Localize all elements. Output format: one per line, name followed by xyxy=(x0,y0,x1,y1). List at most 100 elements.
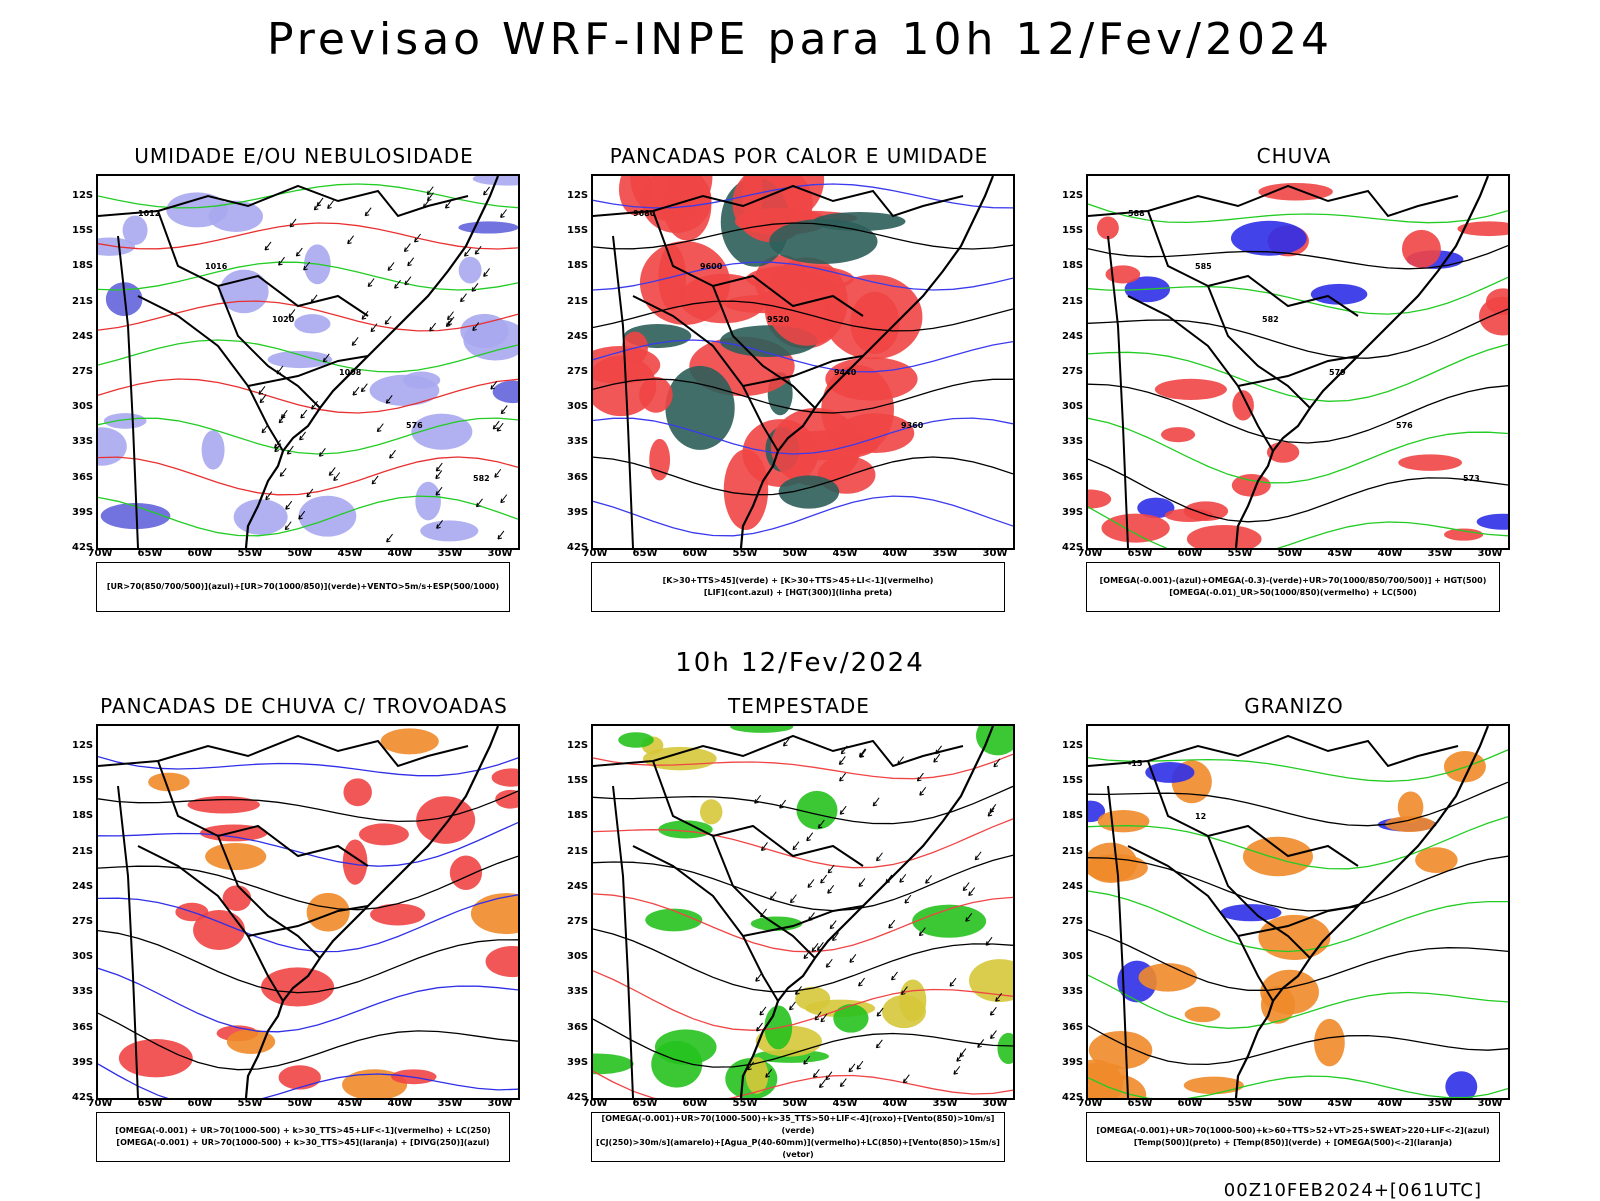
wind-vector xyxy=(904,894,912,904)
lon-tick-label: 60W xyxy=(187,548,213,559)
forecast-map xyxy=(96,724,520,1100)
wind-vector xyxy=(403,243,411,253)
lon-tick-label: 30W xyxy=(487,548,513,559)
wind-vector xyxy=(496,422,504,432)
lon-tick-label: 30W xyxy=(982,1098,1008,1109)
field-patch xyxy=(825,357,918,401)
political-border xyxy=(247,905,369,937)
wind-vector xyxy=(839,772,846,782)
panel-tempestade: TEMPESTADE 12S 15S 18S 21S 24S 27S 30S 33S 36S 39… xyxy=(553,694,1043,1184)
field-patch xyxy=(485,945,518,978)
wind-vector xyxy=(849,954,857,963)
lat-tick-label: 12S xyxy=(72,190,94,201)
wind-vector xyxy=(483,186,490,196)
contour-line xyxy=(98,894,518,953)
wind-vector xyxy=(367,278,375,287)
contour-line xyxy=(593,1018,1013,1068)
lat-tick-label: 21S xyxy=(72,845,94,857)
lat-tick-label: 21S xyxy=(1062,295,1084,307)
lat-tick-label: 27S xyxy=(567,916,589,927)
field-patch xyxy=(1184,1006,1221,1023)
wind-vector xyxy=(755,972,763,982)
wind-vector xyxy=(933,753,941,763)
wind-vector xyxy=(806,832,814,842)
field-patch xyxy=(294,314,331,334)
political-border xyxy=(1127,295,1274,452)
field-patch xyxy=(416,796,476,844)
wind-vector xyxy=(839,1078,847,1088)
field-patch xyxy=(593,1053,634,1075)
wind-vector xyxy=(347,235,355,245)
lat-tick-label: 18S xyxy=(72,810,94,822)
wind-vector xyxy=(918,927,926,937)
political-border xyxy=(157,210,369,317)
lon-tick-label: 70W xyxy=(87,1098,113,1109)
field-patch xyxy=(912,904,987,938)
wind-vector xyxy=(838,756,846,765)
contour-label: 576 xyxy=(406,421,423,430)
lon-tick-label: 60W xyxy=(1177,1098,1203,1109)
panel-title: PANCADAS DE CHUVA C/ TROVOADAS xyxy=(100,694,508,718)
valid-time-label: 10h 12/Fev/2024 xyxy=(675,648,925,678)
field-patch xyxy=(654,1029,717,1065)
lat-tick-label: 39S xyxy=(72,1056,94,1068)
lon-tick-label: 55W xyxy=(237,1098,263,1109)
political-border xyxy=(742,905,864,937)
lon-tick-label: 70W xyxy=(1077,1098,1103,1109)
lon-tick-label: 50W xyxy=(1277,1098,1303,1109)
field-patch xyxy=(1220,904,1282,922)
lat-tick-label: 27S xyxy=(1062,916,1084,927)
lat-tick-label: 12S xyxy=(1062,740,1084,751)
contour-label: -15 xyxy=(1128,759,1143,768)
political-border xyxy=(137,295,284,452)
wind-vector xyxy=(974,851,982,861)
wind-vector xyxy=(900,986,908,996)
field-patch xyxy=(1310,283,1368,305)
lat-tick-label: 33S xyxy=(567,986,589,998)
field-patch xyxy=(208,200,264,232)
wind-vector xyxy=(327,200,334,209)
contour-line xyxy=(1088,276,1508,315)
field-patch xyxy=(1457,221,1508,237)
field-patch xyxy=(343,778,372,807)
field-patch xyxy=(298,495,357,537)
forecast-map: 1012 1016 1020 1008 576 582 xyxy=(96,174,520,550)
lat-tick-label: 42S xyxy=(567,1092,589,1103)
political-border xyxy=(632,845,779,1002)
contour-line xyxy=(1088,929,1508,991)
field-patch xyxy=(380,728,439,755)
lat-tick-label: 21S xyxy=(567,845,589,857)
field-patch xyxy=(415,481,441,521)
wind-vector xyxy=(765,1068,773,1078)
wind-vector xyxy=(827,884,835,894)
wind-vector xyxy=(779,799,787,809)
contour-line xyxy=(593,753,1013,780)
wind-vector xyxy=(827,864,835,874)
wind-vector xyxy=(435,486,443,496)
field-patch xyxy=(402,371,441,389)
contour-line xyxy=(593,854,1013,912)
lat-tick-label: 18S xyxy=(567,810,589,822)
legend-line-2: [OMEGA(-0.01)_UR>50(1000/850)(vermelho) … xyxy=(1169,588,1417,597)
wind-vector xyxy=(916,772,924,782)
lat-tick-label: 36S xyxy=(1062,471,1084,483)
lon-tick-label: 35W xyxy=(437,1098,463,1109)
wind-vector xyxy=(754,794,762,804)
wind-vector xyxy=(875,1039,883,1049)
field-patch xyxy=(1096,216,1119,240)
lon-tick-label: 70W xyxy=(582,548,608,559)
wind-vector xyxy=(371,475,379,485)
political-border xyxy=(612,235,634,548)
political-border xyxy=(217,835,321,959)
wind-vector xyxy=(995,993,1003,1002)
wind-vector xyxy=(303,261,311,271)
lat-tick-label: 36S xyxy=(72,471,94,483)
field-patch xyxy=(1398,454,1463,471)
lat-tick-label: 42S xyxy=(1062,1092,1084,1103)
lon-tick-label: 55W xyxy=(732,1098,758,1109)
contour-line xyxy=(1088,308,1508,359)
field-patch xyxy=(1101,513,1170,543)
wind-vector xyxy=(953,1065,961,1075)
wind-vector xyxy=(782,737,790,747)
field-patch xyxy=(187,796,260,814)
